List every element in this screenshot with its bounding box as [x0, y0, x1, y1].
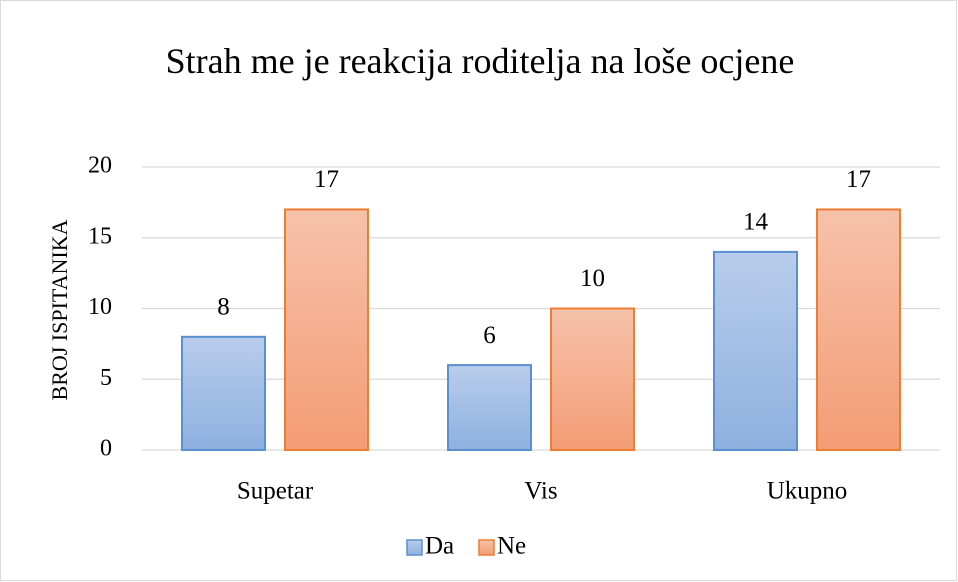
- x-tick-label: Vis: [524, 478, 557, 505]
- y-tick-label: 5: [100, 365, 112, 391]
- y-tick-label: 0: [100, 436, 112, 462]
- legend-swatch: [406, 539, 423, 556]
- data-label: 14: [743, 209, 769, 236]
- bar: [713, 250, 798, 451]
- legend-label: Ne: [497, 533, 526, 560]
- data-label: 6: [483, 322, 496, 349]
- bar: [816, 208, 901, 451]
- bar: [284, 208, 369, 451]
- y-tick-label: 20: [88, 153, 112, 179]
- data-label: 10: [580, 265, 605, 292]
- data-label: 8: [217, 294, 230, 321]
- chart-title: Strah me je reakcija roditelja na loše o…: [165, 41, 795, 81]
- data-label: 17: [314, 166, 339, 193]
- y-axis-label: BROJ ISPITANIKA: [47, 219, 72, 400]
- x-tick-label: Supetar: [237, 478, 314, 505]
- bar: [550, 307, 635, 451]
- y-tick-label: 15: [88, 223, 112, 249]
- bar: [447, 364, 532, 452]
- bar: [181, 335, 266, 451]
- legend-swatch: [478, 539, 495, 556]
- legend-label: Da: [425, 533, 454, 560]
- y-tick-label: 10: [88, 294, 112, 320]
- data-label: 17: [846, 166, 871, 193]
- x-tick-label: Ukupno: [767, 478, 848, 505]
